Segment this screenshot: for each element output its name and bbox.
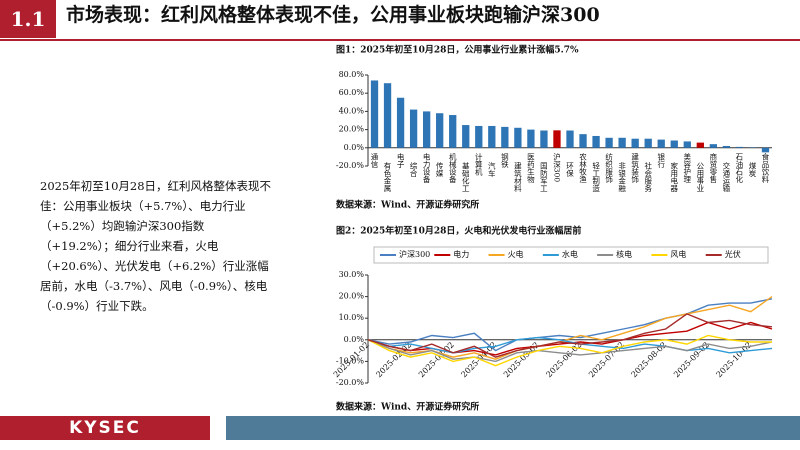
x-tick-label: 家用电器: [670, 160, 679, 193]
y-tick-label: 20.0%: [339, 125, 365, 134]
slide-title: 市场表现：红利风格整体表现不佳，公用事业板块跑输沪深300: [66, 4, 600, 26]
bar: [422, 111, 431, 148]
y-tick-label: 0.0%: [344, 143, 365, 152]
x-tick-label: 建筑材料: [513, 160, 522, 193]
bar: [722, 145, 731, 148]
bar: [409, 109, 418, 148]
x-tick-label: 交通运输: [722, 160, 731, 193]
bar: [383, 83, 392, 148]
bar: [449, 115, 457, 148]
bar: [396, 97, 405, 148]
x-tick-label: 建筑装饰: [630, 151, 639, 184]
x-tick-label: 公用事业: [696, 162, 705, 192]
bar: [527, 129, 535, 148]
bar: [670, 140, 678, 148]
legend-label: 火电: [508, 249, 524, 259]
legend-label: 核电: [616, 249, 632, 259]
bar: [696, 142, 704, 148]
x-tick-label: 有色金属: [383, 160, 392, 193]
x-tick-label: 银行: [656, 152, 665, 169]
legend-label: 风电: [670, 249, 686, 259]
y-tick-label: 40.0%: [339, 106, 365, 115]
bar: [709, 144, 718, 148]
x-tick-label: 2025-09-02: [672, 340, 711, 379]
x-tick-label: 基础化工: [461, 160, 470, 192]
section-number: 1.1: [0, 0, 56, 38]
bar: [462, 125, 470, 148]
legend-label: 光伏: [725, 249, 741, 259]
x-tick-label: 非银金融: [617, 160, 626, 193]
bar: [370, 80, 379, 148]
source: 数据来源：Wind、开源证券研究所: [336, 401, 479, 413]
bar: [735, 146, 744, 148]
y-tick-label: -20.0%: [336, 378, 365, 387]
x-tick-label: 钢铁: [500, 151, 509, 169]
series-line: [367, 298, 773, 352]
legend-label: 沪深300: [399, 249, 430, 259]
bar: [436, 113, 444, 148]
footer-band: [226, 416, 800, 440]
x-tick-label: 商贸零售: [709, 151, 718, 184]
series-line: [367, 334, 772, 367]
y-tick-label: 30.0%: [339, 270, 365, 279]
x-tick-label: 石油石化: [735, 152, 744, 184]
x-tick-label: 电子: [396, 151, 405, 168]
x-tick-label: 沪深300: [552, 151, 561, 182]
x-tick-label: 食品饮料: [761, 151, 770, 184]
bar: [592, 135, 600, 148]
bar: [644, 138, 652, 148]
bar: [566, 130, 574, 148]
header-rule: [0, 39, 800, 41]
x-tick-label: 社会服务: [643, 160, 652, 193]
source: 数据来源：Wind、开源证券研究所: [336, 199, 479, 211]
x-tick-label: 煤炭: [748, 160, 757, 178]
x-tick-label: 电力设备: [422, 151, 431, 184]
summary-text: 2025年初至10月28日，红利风格整体表现不佳：公用事业板块（+5.7%）、电…: [40, 179, 272, 313]
y-tick-label: 80.0%: [339, 70, 365, 79]
x-tick-label: 国防军工: [539, 161, 548, 192]
y-tick-label: 20.0%: [339, 292, 365, 301]
bar: [488, 125, 496, 148]
bar: [683, 141, 691, 148]
x-tick-label: 通信: [370, 151, 379, 169]
y-tick-label: 10.0%: [339, 313, 365, 322]
series-line: [367, 336, 773, 354]
bar: [475, 125, 483, 148]
bar: [540, 130, 548, 148]
legend-label: 电力: [453, 249, 469, 259]
x-tick-label: 医药生物: [526, 152, 535, 184]
series-line: [367, 313, 773, 358]
x-tick-label: 农林牧渔: [578, 151, 587, 183]
bar: [579, 134, 587, 148]
x-tick-label: 传媒: [435, 160, 444, 178]
bar: [761, 147, 770, 153]
y-tick-label: -20.0%: [336, 161, 365, 170]
x-tick-label: 机械设备: [448, 151, 457, 184]
bar: [501, 126, 509, 148]
y-tick-label: -10.0%: [336, 356, 365, 365]
bar: [514, 127, 522, 148]
y-tick-label: 0.0%: [344, 335, 365, 344]
x-tick-label: 环保: [565, 161, 574, 178]
legend-label: 水电: [562, 249, 578, 259]
bar: [657, 139, 665, 148]
legend-box: [373, 246, 769, 264]
bar: [618, 137, 626, 148]
series-line: [367, 339, 773, 363]
chart-title: 图2：2025年初至10月28日，火电和光伏发电行业涨幅居前: [336, 225, 581, 237]
x-tick-label: 计算机: [474, 151, 483, 176]
x-tick-label: 美容护理: [683, 151, 692, 183]
x-tick-label: 汽车: [487, 160, 496, 178]
chart-title: 图1：2025年初至10月28日，公用事业行业累计涨幅5.7%: [336, 44, 579, 56]
bar: [631, 138, 639, 148]
x-tick-label: 纺织服饰: [604, 151, 613, 184]
x-tick-label: 综合: [409, 160, 418, 178]
bar: [605, 137, 613, 148]
bar: [553, 130, 561, 148]
x-tick-label: 轻工制造: [591, 160, 600, 193]
y-tick-label: 60.0%: [339, 88, 365, 97]
charts: 图1：2025年初至10月28日，公用事业行业累计涨幅5.7% 数据来源：Wind…: [332, 44, 773, 413]
logo: KYSEC: [0, 416, 210, 440]
